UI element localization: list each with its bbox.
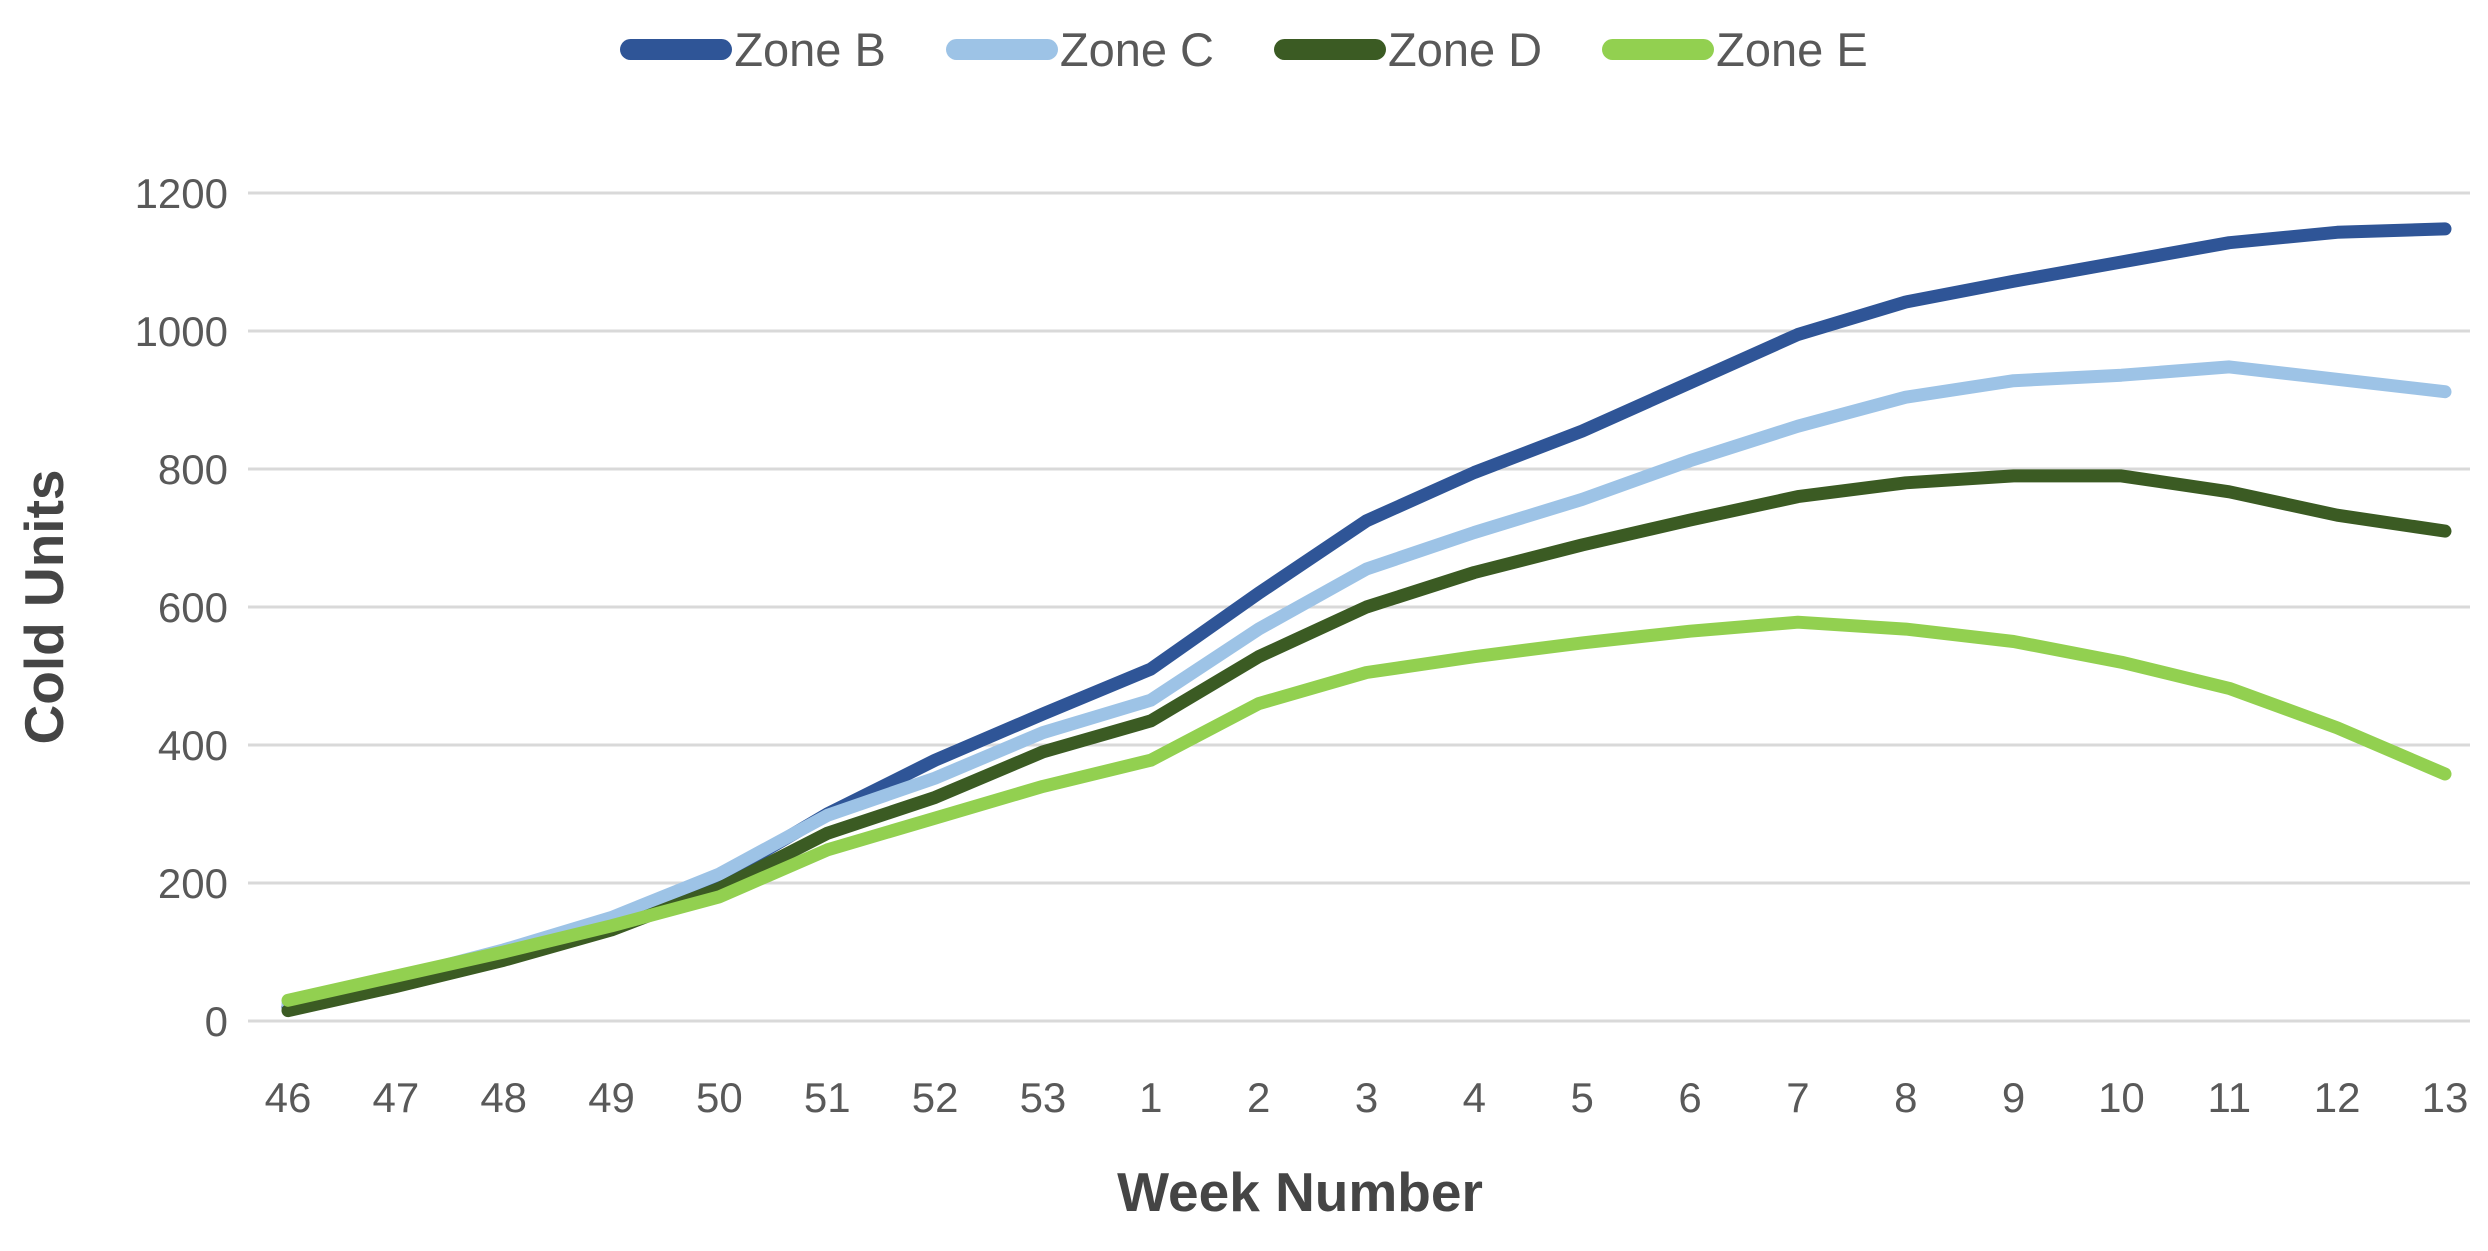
legend-swatch-zone-c (945, 39, 1058, 60)
x-tick-label-8: 8 (1894, 1074, 1917, 1121)
series-line-zone-c (281, 360, 2452, 1011)
legend-item-zone-d: Zone D (1274, 26, 1542, 73)
x-tick-label-49: 49 (588, 1074, 635, 1121)
legend-swatch-zone-e (1602, 39, 1715, 60)
x-tick-label-52: 52 (912, 1074, 959, 1121)
x-tick-label-50: 50 (696, 1074, 743, 1121)
chart-legend: Zone B Zone C Zone D Zone E (0, 26, 2488, 73)
legend-swatch-zone-b (620, 39, 733, 60)
legend-item-zone-e: Zone E (1602, 26, 1868, 73)
y-tick-label-200: 200 (158, 860, 228, 907)
series-line-zone-e (281, 615, 2452, 1007)
legend-label-zone-e: Zone E (1716, 23, 1868, 76)
x-tick-label-48: 48 (480, 1074, 527, 1121)
x-tick-label-51: 51 (804, 1074, 851, 1121)
x-tick-label-9: 9 (2002, 1074, 2025, 1121)
y-tick-label-600: 600 (158, 584, 228, 631)
x-tick-label-13: 13 (2422, 1074, 2469, 1121)
x-tick-label-4: 4 (1463, 1074, 1486, 1121)
gridlines-group (248, 191, 2470, 1023)
x-tick-label-7: 7 (1786, 1074, 1809, 1121)
legend-label-zone-c: Zone C (1059, 23, 1214, 76)
y-tick-label-1200: 1200 (135, 170, 228, 217)
x-tick-labels-group: 46 47 48 49 50 51 52 53 1 2 3 4 5 6 7 8 9 10 11 12 13 (265, 1074, 2469, 1121)
y-tick-label-0: 0 (205, 998, 228, 1045)
legend-item-zone-b: Zone B (620, 26, 886, 73)
x-axis-title: Week Number (1117, 1161, 1483, 1223)
x-tick-label-6: 6 (1678, 1074, 1701, 1121)
legend-label-zone-b: Zone B (734, 23, 886, 76)
x-tick-label-2: 2 (1247, 1074, 1270, 1121)
y-tick-labels-group: 0 200 400 600 800 1000 1200 (135, 170, 228, 1045)
legend-swatch-zone-d (1274, 39, 1386, 60)
x-tick-label-46: 46 (265, 1074, 312, 1121)
x-tick-label-3: 3 (1355, 1074, 1378, 1121)
y-tick-label-800: 800 (158, 446, 228, 493)
y-tick-label-400: 400 (158, 722, 228, 769)
x-tick-label-11: 11 (2207, 1074, 2251, 1121)
x-tick-label-10: 10 (2098, 1074, 2145, 1121)
x-tick-label-47: 47 (372, 1074, 419, 1121)
legend-label-zone-d: Zone D (1388, 23, 1543, 76)
y-axis-title: Cold Units (13, 469, 75, 745)
x-tick-label-1: 1 (1139, 1074, 1162, 1121)
legend-item-zone-c: Zone C (945, 23, 1214, 76)
series-lines-group (281, 222, 2452, 1018)
x-tick-label-5: 5 (1571, 1074, 1594, 1121)
x-tick-label-12: 12 (2314, 1074, 2361, 1121)
x-tick-label-53: 53 (1020, 1074, 1067, 1121)
series-line-zone-b (281, 222, 2452, 1014)
y-tick-label-1000: 1000 (135, 308, 228, 355)
